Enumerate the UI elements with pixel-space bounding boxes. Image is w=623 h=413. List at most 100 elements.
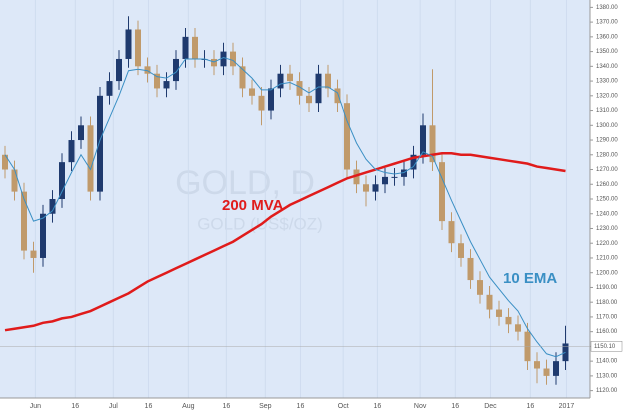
x-tick-label: Jul [109, 403, 118, 410]
y-tick-label: 1380.00 [596, 5, 618, 11]
candle-body [458, 243, 464, 258]
candle-body [59, 162, 65, 199]
candle-body [154, 73, 160, 89]
candle-body [125, 29, 132, 59]
candle-body [515, 324, 521, 332]
candle-body [258, 95, 265, 111]
y-tick-label: 1250.00 [596, 197, 618, 203]
candle-body [410, 154, 417, 170]
y-tick-label: 1200.00 [596, 270, 618, 276]
x-tick-label: 16 [71, 403, 79, 410]
y-tick-label: 1260.00 [596, 182, 618, 188]
y-tick-label: 1230.00 [596, 226, 618, 232]
y-tick-label: 1300.00 [596, 123, 618, 129]
candle-body [40, 213, 46, 258]
candle-body [334, 88, 341, 104]
candle-body [477, 280, 483, 295]
y-tick-label: 1210.00 [596, 256, 618, 262]
candle-body [325, 73, 331, 89]
candle-body [239, 66, 246, 89]
y-tick-label: 1120.00 [596, 388, 618, 394]
candle-body [315, 73, 322, 104]
candle-body [78, 125, 84, 141]
y-tick-label: 1320.00 [596, 93, 618, 99]
indicator-label: 200 MVA [222, 197, 284, 214]
candle-body [391, 176, 398, 178]
candle-body [87, 125, 94, 192]
candle-body [116, 58, 122, 82]
candle-body [534, 361, 540, 369]
x-tick-label: Oct [338, 403, 349, 410]
candle-body [344, 103, 350, 170]
candle-body [68, 140, 75, 163]
candle-body [30, 250, 37, 258]
x-tick-label: Sep [259, 403, 272, 410]
x-tick-label: 16 [451, 403, 459, 410]
y-tick-label: 1240.00 [596, 211, 618, 217]
x-tick-label: 2017 [559, 403, 575, 410]
candle-body [553, 361, 559, 376]
x-tick-label: 16 [297, 403, 305, 410]
candle-body [486, 294, 493, 310]
y-tick-label: 1190.00 [596, 285, 618, 291]
y-tick-label: 1370.00 [596, 20, 618, 26]
candle-body [192, 36, 198, 59]
candle-body [296, 81, 303, 96]
y-tick-label: 1170.00 [596, 315, 618, 321]
y-tick-label: 1140.00 [596, 359, 618, 365]
x-tick-label: 16 [222, 403, 230, 410]
candle-body [467, 257, 474, 281]
candle-body [543, 368, 550, 376]
candle-body [448, 221, 455, 244]
candle-body [420, 125, 426, 155]
candle-body [173, 58, 179, 82]
x-axis-background [0, 398, 590, 413]
candle-body [230, 51, 236, 67]
y-tick-label: 1280.00 [596, 152, 618, 158]
candle-body [211, 58, 217, 67]
candle-body [306, 95, 312, 104]
candle-body [106, 81, 113, 96]
candle-body [163, 81, 170, 89]
candle-body [363, 184, 369, 192]
last-price-box [590, 341, 623, 352]
candle-body [11, 169, 18, 192]
candle-body [249, 88, 255, 96]
x-tick-label: 16 [374, 403, 382, 410]
candle-body [372, 184, 379, 192]
y-tick-label: 1360.00 [596, 34, 618, 40]
plot-background [0, 0, 590, 398]
x-tick-label: Dec [484, 403, 497, 410]
indicator-label: 10 EMA [503, 270, 557, 287]
x-tick-label: 16 [145, 403, 153, 410]
y-tick-label: 1330.00 [596, 79, 618, 85]
y-tick-label: 1340.00 [596, 64, 618, 70]
candle-body [382, 176, 388, 185]
candle-body [135, 29, 141, 67]
x-tick-label: Jun [30, 403, 41, 410]
candle-body [220, 51, 227, 67]
x-tick-label: Nov [414, 403, 427, 410]
candle-body [401, 169, 407, 177]
y-tick-label: 1290.00 [596, 138, 618, 144]
candle-body [287, 73, 293, 82]
last-price-label: 1150.10 [594, 344, 616, 350]
y-tick-label: 1350.00 [596, 49, 618, 55]
candle-body [144, 66, 151, 74]
candle-body [439, 162, 445, 222]
y-tick-label: 1130.00 [596, 373, 618, 379]
x-tick-label: 16 [526, 403, 534, 410]
candle-body [268, 88, 274, 111]
candle-body [182, 36, 189, 59]
candle-body [2, 154, 8, 170]
candle-body [97, 95, 103, 192]
candle-body [496, 309, 502, 317]
y-tick-label: 1180.00 [596, 300, 618, 306]
y-tick-label: 1270.00 [596, 167, 618, 173]
candle-body [353, 169, 360, 185]
candle-body [21, 191, 27, 251]
candle-body [429, 125, 436, 163]
indicator-line [4, 152, 566, 332]
